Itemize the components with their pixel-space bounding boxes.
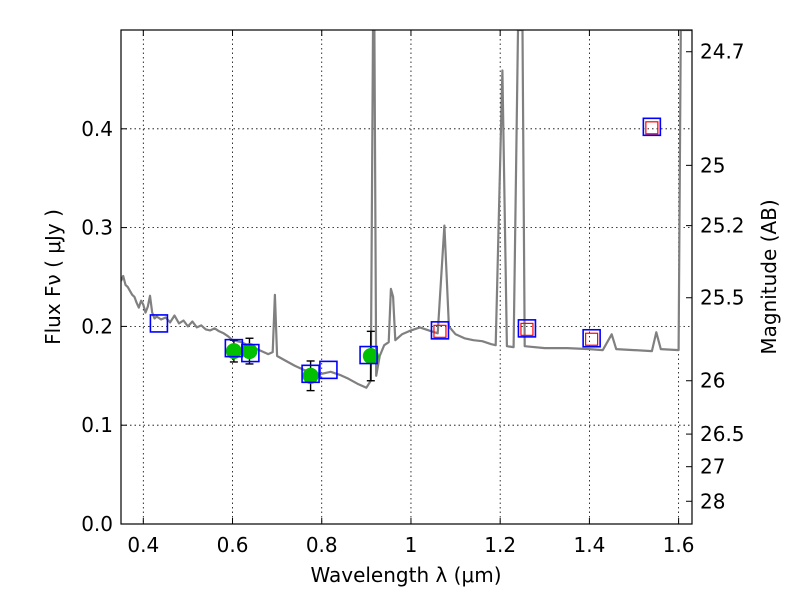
y2-axis-label: Magnitude (AB) (757, 199, 781, 354)
upper-limit-marker (520, 322, 534, 336)
mag-tick-label: 28 (700, 489, 725, 513)
x-tick-label: 0.8 (306, 533, 338, 557)
data-layer (121, 30, 692, 392)
upper-limit-marker (433, 324, 447, 338)
upper-limit-marker (645, 121, 659, 135)
x-tick-label: 1.2 (484, 533, 516, 557)
observed-point (225, 343, 242, 360)
observed-point (302, 367, 319, 384)
x-axis-label: Wavelength λ (μm) (310, 563, 501, 587)
mag-tick-label: 25.5 (700, 286, 745, 310)
y-tick-label: 0.1 (81, 413, 113, 437)
y-tick-label: 0.3 (81, 216, 113, 240)
plot-area (121, 30, 692, 524)
observed-point (241, 343, 258, 360)
model-point-marker (149, 314, 169, 333)
plot-frame (120, 29, 693, 525)
model-point-marker (359, 345, 378, 365)
x-tick-label: 1 (405, 533, 418, 557)
model-point-marker (319, 360, 338, 380)
upper-limit-marker (585, 332, 599, 346)
x-tick-label: 0.6 (217, 533, 249, 557)
x-tick-label: 0.4 (127, 533, 159, 557)
model-point-marker (430, 321, 450, 340)
ticks: 0.4 0.6 0.8 1 1.2 1.4 1.6 0.0 0.1 0.2 0.3 0.4 24.7 25… (81, 30, 745, 557)
model-point-marker (517, 319, 537, 338)
mag-tick-label: 24.7 (700, 40, 745, 64)
mag-tick-label: 27 (700, 455, 725, 479)
observed-point (362, 348, 379, 365)
mag-tick-label: 26.5 (700, 422, 745, 446)
model-point-marker (582, 328, 601, 348)
y-tick-label: 0.2 (81, 314, 113, 338)
model-point-marker (241, 343, 260, 363)
y-axis-label: Flux Fν ( μJy ) (41, 209, 65, 345)
mag-tick-label: 25 (700, 153, 725, 177)
y-tick-label: 0.4 (81, 117, 113, 141)
template-spectrum-line (121, 30, 692, 389)
y-tick-label: 0.0 (81, 512, 113, 536)
x-tick-label: 1.4 (573, 533, 605, 557)
mag-tick-label: 25.2 (700, 214, 745, 238)
model-point-marker (301, 364, 320, 384)
mag-tick-label: 26 (700, 369, 725, 393)
model-point-marker (642, 117, 662, 137)
x-tick-label: 1.6 (663, 533, 695, 557)
